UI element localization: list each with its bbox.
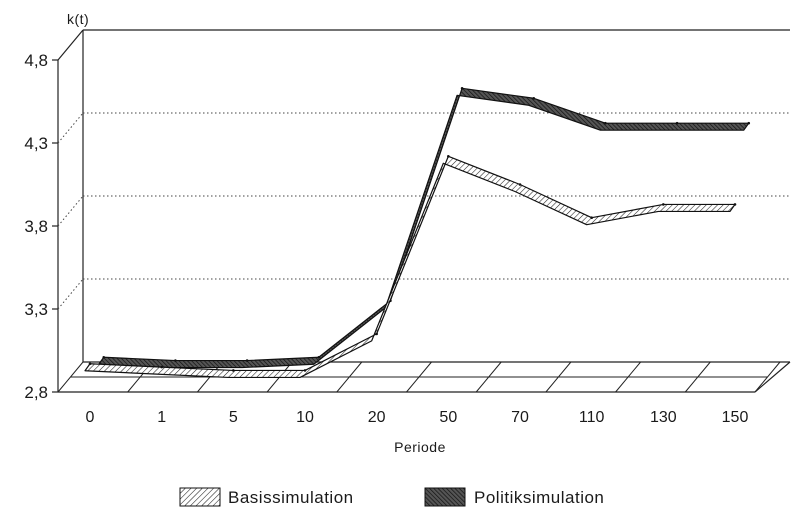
gridline-diagonal (57, 278, 84, 310)
data-point-basissimulation-10 (303, 369, 307, 372)
legend-swatch-politiksimulation (424, 487, 466, 507)
y-axis-ticks: 2,8 3,3 3,8 4,3 4,8 (24, 51, 790, 402)
legend-label-politiksimulation: Politiksimulation (474, 488, 604, 507)
floor-divider (545, 361, 572, 393)
top-left-edge (57, 29, 84, 61)
x-axis-labels: 0 1 5 10 20 50 70 110 130 150 (86, 409, 749, 426)
floor-divider (754, 361, 781, 393)
x-axis-title: Periode (394, 439, 446, 455)
series-ribbon-basissimulation (84, 155, 736, 379)
y-tick-label: 4,8 (24, 51, 48, 70)
data-point-politiksimulation-150 (747, 121, 751, 125)
x-tick-label: 70 (511, 409, 529, 426)
data-point-politiksimulation-5 (245, 359, 249, 362)
x-tick-label: 0 (86, 409, 95, 426)
data-point-basissimulation-0 (88, 362, 92, 366)
x-tick-label: 20 (368, 409, 386, 426)
x-tick-label: 1 (157, 409, 166, 426)
data-point-politiksimulation-50 (460, 87, 464, 90)
data-point-politiksimulation-130 (675, 121, 679, 125)
floor-divider (406, 361, 432, 393)
x-tick-label: 5 (229, 409, 238, 426)
data-point-basissimulation-20 (375, 332, 378, 336)
y-tick-label: 3,3 (24, 300, 48, 319)
data-point-politiksimulation-70 (532, 96, 536, 100)
floor-divider (57, 361, 84, 393)
x-tick-label: 110 (579, 409, 605, 426)
y-tick-label: 4,3 (24, 134, 48, 153)
data-point-basissimulation-70 (518, 183, 522, 186)
floor-right-edge (754, 361, 791, 393)
series-ribbon-politiksimulation (98, 87, 750, 369)
y-axis-title: k(t) (67, 11, 89, 27)
legend-label-basissimulation: Basissimulation (228, 488, 354, 507)
series-layer (84, 87, 751, 379)
data-point-basissimulation-130 (662, 203, 665, 206)
x-tick-label: 50 (439, 409, 457, 426)
legend: Basissimulation Politiksimulation (179, 487, 604, 507)
floor-divider (615, 361, 641, 393)
y-tick-label: 3,8 (24, 217, 48, 236)
floor-divider (475, 361, 502, 393)
x-tick-label: 10 (296, 409, 314, 426)
x-tick-label: 130 (650, 409, 677, 426)
data-point-basissimulation-150 (733, 203, 737, 206)
data-point-politiksimulation-0 (102, 355, 106, 359)
data-point-politiksimulation-10 (317, 355, 321, 359)
data-point-basissimulation-5 (232, 369, 235, 372)
data-point-basissimulation-1 (160, 365, 163, 369)
y-tick-label: 2,8 (24, 383, 48, 402)
floor-divider (684, 361, 711, 393)
x-tick-label: 150 (722, 409, 749, 426)
data-point-basissimulation-110 (590, 216, 593, 219)
data-point-politiksimulation-1 (174, 359, 177, 362)
floor-divider (336, 361, 363, 393)
gridline-diagonal (57, 195, 84, 227)
legend-swatch-basissimulation (179, 487, 221, 507)
data-point-politiksimulation-110 (604, 121, 607, 125)
data-point-basissimulation-50 (447, 154, 450, 158)
gridline-diagonal (57, 112, 84, 144)
